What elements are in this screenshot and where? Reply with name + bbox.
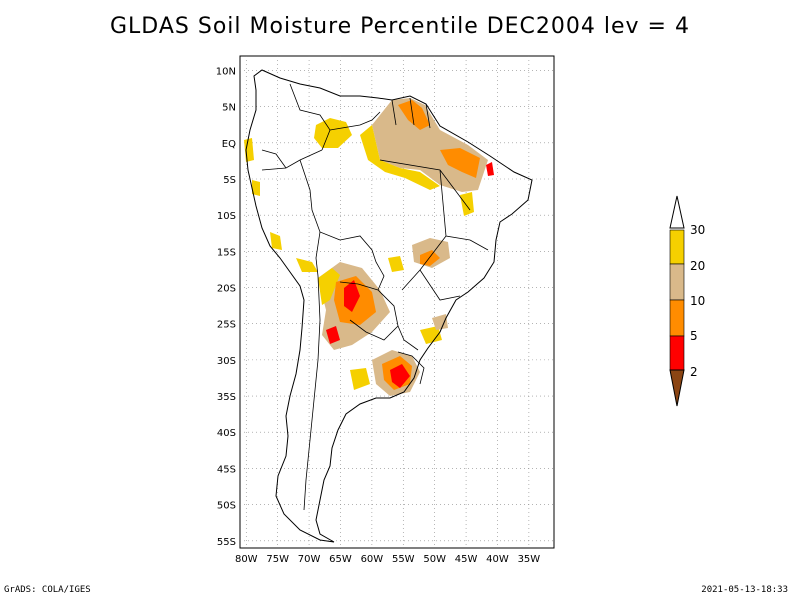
- region-peru-yellow: [296, 258, 318, 272]
- lon-tick-label: 75W: [266, 554, 289, 565]
- lat-tick-label: 15S: [217, 247, 236, 258]
- lon-tick-label: 60W: [361, 554, 384, 565]
- lat-tick-label: 50S: [217, 501, 236, 512]
- lat-tick-label: 30S: [217, 356, 236, 367]
- map-title: GLDAS Soil Moisture Percentile DEC2004 l…: [110, 14, 690, 39]
- region-ne-orange: [440, 148, 480, 178]
- legend-label-30: 30: [690, 223, 705, 237]
- legend-box-orange: [669, 299, 685, 337]
- lat-tick-label: 40S: [217, 428, 236, 439]
- region-argentina-yellow: [350, 368, 370, 390]
- lat-tick-label: 10S: [217, 211, 236, 222]
- border-colombia-peru: [261, 149, 323, 171]
- border-bolivia-brazil: [339, 235, 385, 291]
- region-bolivia-yellow: [388, 256, 404, 272]
- legend-label-20: 20: [690, 259, 705, 273]
- lat-tick-label: 20S: [217, 284, 236, 295]
- lon-tick-label: 65W: [329, 554, 352, 565]
- lat-tick-label: 25S: [217, 320, 236, 331]
- lat-tick-label: 45S: [217, 464, 236, 475]
- border-peru-brazil: [299, 159, 341, 241]
- legend-box-tan: [669, 263, 685, 301]
- lat-tick-label: 35S: [217, 392, 236, 403]
- region-guiana-orange: [398, 100, 430, 130]
- lon-tick-label: 35W: [518, 554, 541, 565]
- lat-tick-label: 10N: [216, 66, 236, 77]
- border-uruguay: [397, 351, 425, 385]
- legend-arrow-bottom: [669, 369, 685, 407]
- border-paraguay: [349, 289, 399, 341]
- legend-arrow-top: [669, 195, 685, 229]
- region-chaco-red-2: [326, 326, 340, 344]
- border-bolivia-paraguay: [339, 281, 379, 291]
- border-argentina-brazil: [397, 325, 419, 351]
- border-peru-bolivia: [315, 231, 321, 277]
- region-north-tan: [372, 98, 488, 192]
- south-america-coastline: [245, 69, 533, 543]
- border-colombia-venezuela: [289, 83, 331, 151]
- region-north-yellow: [360, 125, 440, 190]
- lon-tick-label: 70W: [298, 554, 321, 565]
- brazil-states: [379, 159, 489, 301]
- footer-credit: GrADS: COLA/IGES: [4, 585, 91, 595]
- region-ne-south-yellow: [460, 192, 474, 216]
- region-central-orange: [420, 250, 440, 266]
- border-venezuela-brazil: [329, 111, 381, 131]
- lat-tick-label: 55S: [217, 537, 236, 548]
- region-se-yellow: [420, 326, 442, 344]
- lat-tick-label: EQ: [222, 139, 236, 150]
- shaded-regions: [244, 98, 494, 396]
- region-uruguay-red: [390, 364, 410, 388]
- region-se-tan: [432, 314, 448, 330]
- map-frame: [239, 55, 555, 549]
- lon-tick-label: 40W: [486, 554, 509, 565]
- region-sw-yellow: [252, 180, 260, 196]
- lon-tick-label: 45W: [455, 554, 478, 565]
- legend-label-2: 2: [690, 365, 698, 379]
- map-panel: [239, 55, 555, 549]
- lon-tick-label: 80W: [235, 554, 258, 565]
- footer-timestamp: 2021-05-13-18:33: [701, 585, 788, 595]
- border-ecuador: [261, 149, 287, 169]
- region-andes-yellow: [270, 232, 282, 250]
- region-venezuela-yellow: [314, 118, 352, 148]
- legend-label-5: 5: [690, 329, 698, 343]
- legend-label-10: 10: [690, 294, 705, 308]
- region-chaco-red: [344, 280, 360, 312]
- lon-tick-label: 55W: [392, 554, 415, 565]
- axis-tick-labels: 80W 75W 70W 65W 60W 55W 50W 45W 40W 35W 10N 5N EQ 5S 1…: [216, 66, 541, 565]
- lat-tick-label: 5N: [222, 103, 236, 114]
- legend-box-red: [669, 335, 685, 371]
- border-argentina-chile: [303, 275, 321, 511]
- border-guianas: [391, 97, 431, 129]
- legend-box-yellow: [669, 229, 685, 265]
- country-borders: [261, 83, 489, 511]
- region-chaco-yellow: [318, 268, 340, 305]
- lat-tick-label: 5S: [223, 175, 236, 186]
- color-legend: 30 20 10 5 2: [669, 195, 705, 407]
- lon-tick-label: 50W: [423, 554, 446, 565]
- region-ne-red: [486, 162, 494, 176]
